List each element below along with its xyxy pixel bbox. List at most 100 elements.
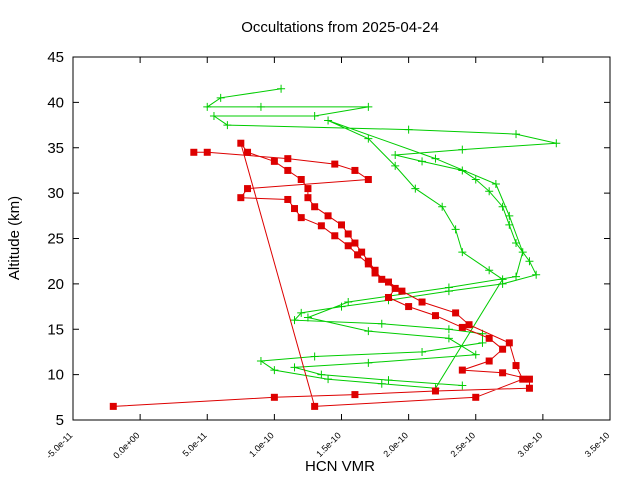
data-point — [324, 116, 333, 125]
data-point — [418, 298, 426, 306]
data-point — [472, 393, 480, 401]
data-point — [384, 376, 393, 385]
data-point — [391, 284, 399, 292]
data-point — [491, 180, 500, 189]
data-point — [384, 278, 392, 286]
data-point — [364, 134, 373, 143]
y-axis-label: Altitude (km) — [6, 196, 23, 280]
data-point — [485, 187, 494, 196]
data-point — [377, 319, 386, 328]
data-point — [338, 221, 345, 229]
y-tick-label: 35 — [47, 140, 64, 157]
data-point — [418, 157, 427, 166]
data-point — [478, 338, 487, 347]
data-point — [485, 357, 493, 365]
data-point — [438, 202, 447, 211]
data-point — [444, 283, 453, 292]
data-point — [270, 366, 279, 375]
series-line — [205, 88, 557, 389]
y-tick-label: 10 — [47, 367, 64, 384]
data-point — [331, 232, 339, 240]
data-point — [364, 358, 373, 367]
data-point — [431, 312, 439, 320]
data-point — [354, 251, 362, 259]
data-point — [277, 84, 286, 93]
data-point — [512, 239, 521, 248]
data-point — [284, 166, 292, 174]
data-point — [512, 362, 520, 370]
data-point — [512, 130, 521, 139]
data-point — [371, 269, 379, 277]
data-point — [458, 323, 466, 331]
data-point — [311, 203, 319, 211]
data-point — [505, 339, 513, 347]
data-point — [465, 321, 473, 329]
data-point — [498, 202, 507, 211]
data-point — [411, 184, 420, 193]
data-point — [304, 185, 312, 193]
data-point — [310, 111, 319, 120]
y-tick-label: 40 — [47, 94, 64, 111]
series-layer — [109, 84, 561, 410]
data-point — [505, 211, 514, 220]
data-point — [444, 334, 453, 343]
data-point — [418, 347, 427, 356]
data-point — [344, 242, 352, 250]
data-point — [518, 248, 527, 257]
data-point — [458, 248, 467, 257]
data-point — [297, 214, 305, 222]
data-point — [324, 375, 333, 384]
data-point — [351, 239, 359, 247]
data-point — [458, 366, 466, 374]
data-point — [499, 369, 507, 377]
data-point — [525, 257, 534, 266]
data-point — [364, 260, 372, 268]
data-point — [525, 384, 533, 392]
data-point — [317, 222, 325, 230]
data-point — [190, 148, 198, 156]
data-point — [223, 121, 232, 130]
series-1 — [109, 139, 533, 410]
data-point — [297, 308, 306, 317]
data-point — [216, 93, 225, 102]
data-point — [237, 194, 245, 202]
data-point — [344, 230, 352, 238]
data-point — [317, 370, 326, 379]
data-point — [505, 220, 514, 229]
data-point — [525, 375, 533, 383]
data-point — [209, 111, 218, 120]
series-0 — [203, 84, 561, 393]
data-point — [384, 293, 392, 301]
data-point — [519, 375, 527, 383]
data-point — [337, 302, 346, 311]
data-point — [485, 334, 493, 342]
data-point — [498, 275, 507, 284]
y-tick-label: 15 — [47, 321, 64, 338]
data-point — [391, 151, 400, 160]
data-point — [344, 298, 353, 307]
data-point — [270, 393, 278, 401]
data-point — [444, 325, 453, 334]
data-point — [303, 313, 312, 322]
data-point — [471, 350, 480, 359]
chart-title: Occultations from 2025-04-24 — [241, 19, 439, 36]
data-point — [485, 266, 494, 275]
data-point — [290, 363, 299, 372]
data-point — [351, 166, 359, 174]
data-point — [512, 272, 521, 281]
data-point — [311, 402, 319, 410]
data-point — [431, 154, 440, 163]
data-point — [109, 402, 117, 410]
data-point — [244, 185, 252, 193]
data-point — [398, 287, 406, 295]
y-tick-label: 20 — [47, 276, 64, 293]
y-axis: 5 10 15 20 25 30 35 40 45 — [47, 49, 610, 429]
data-point — [358, 248, 366, 256]
data-point — [203, 102, 212, 111]
data-point — [290, 316, 299, 325]
data-point — [458, 166, 467, 175]
data-point — [364, 327, 373, 336]
data-point — [310, 352, 319, 361]
